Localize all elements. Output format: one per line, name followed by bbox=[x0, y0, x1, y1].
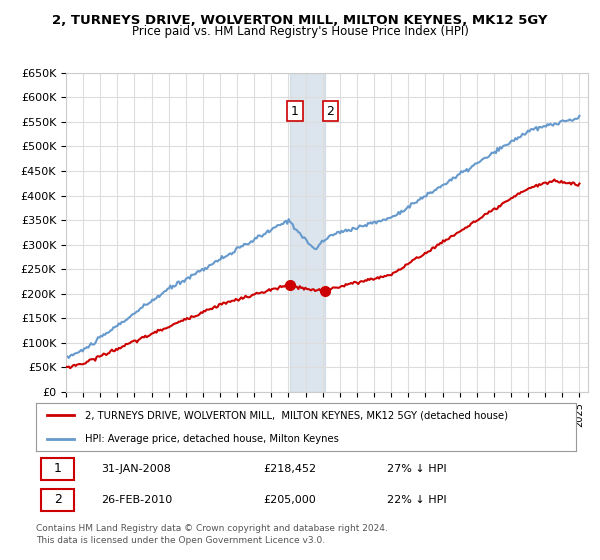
Text: 2: 2 bbox=[53, 493, 62, 506]
FancyBboxPatch shape bbox=[41, 458, 74, 480]
Text: 2, TURNEYS DRIVE, WOLVERTON MILL,  MILTON KEYNES, MK12 5GY (detached house): 2, TURNEYS DRIVE, WOLVERTON MILL, MILTON… bbox=[85, 410, 508, 420]
Text: 2, TURNEYS DRIVE, WOLVERTON MILL, MILTON KEYNES, MK12 5GY: 2, TURNEYS DRIVE, WOLVERTON MILL, MILTON… bbox=[52, 14, 548, 27]
Bar bbox=[290, 73, 325, 392]
Text: 31-JAN-2008: 31-JAN-2008 bbox=[101, 464, 170, 474]
Text: 22% ↓ HPI: 22% ↓ HPI bbox=[387, 495, 446, 505]
Text: £218,452: £218,452 bbox=[263, 464, 316, 474]
Text: 2: 2 bbox=[326, 105, 334, 118]
Text: 27% ↓ HPI: 27% ↓ HPI bbox=[387, 464, 446, 474]
Text: £205,000: £205,000 bbox=[263, 495, 316, 505]
Text: 1: 1 bbox=[53, 463, 62, 475]
FancyBboxPatch shape bbox=[41, 489, 74, 511]
Text: HPI: Average price, detached house, Milton Keynes: HPI: Average price, detached house, Milt… bbox=[85, 434, 338, 444]
Text: Contains HM Land Registry data © Crown copyright and database right 2024.
This d: Contains HM Land Registry data © Crown c… bbox=[36, 524, 388, 545]
Text: 26-FEB-2010: 26-FEB-2010 bbox=[101, 495, 172, 505]
Text: 1: 1 bbox=[291, 105, 299, 118]
Text: Price paid vs. HM Land Registry's House Price Index (HPI): Price paid vs. HM Land Registry's House … bbox=[131, 25, 469, 38]
